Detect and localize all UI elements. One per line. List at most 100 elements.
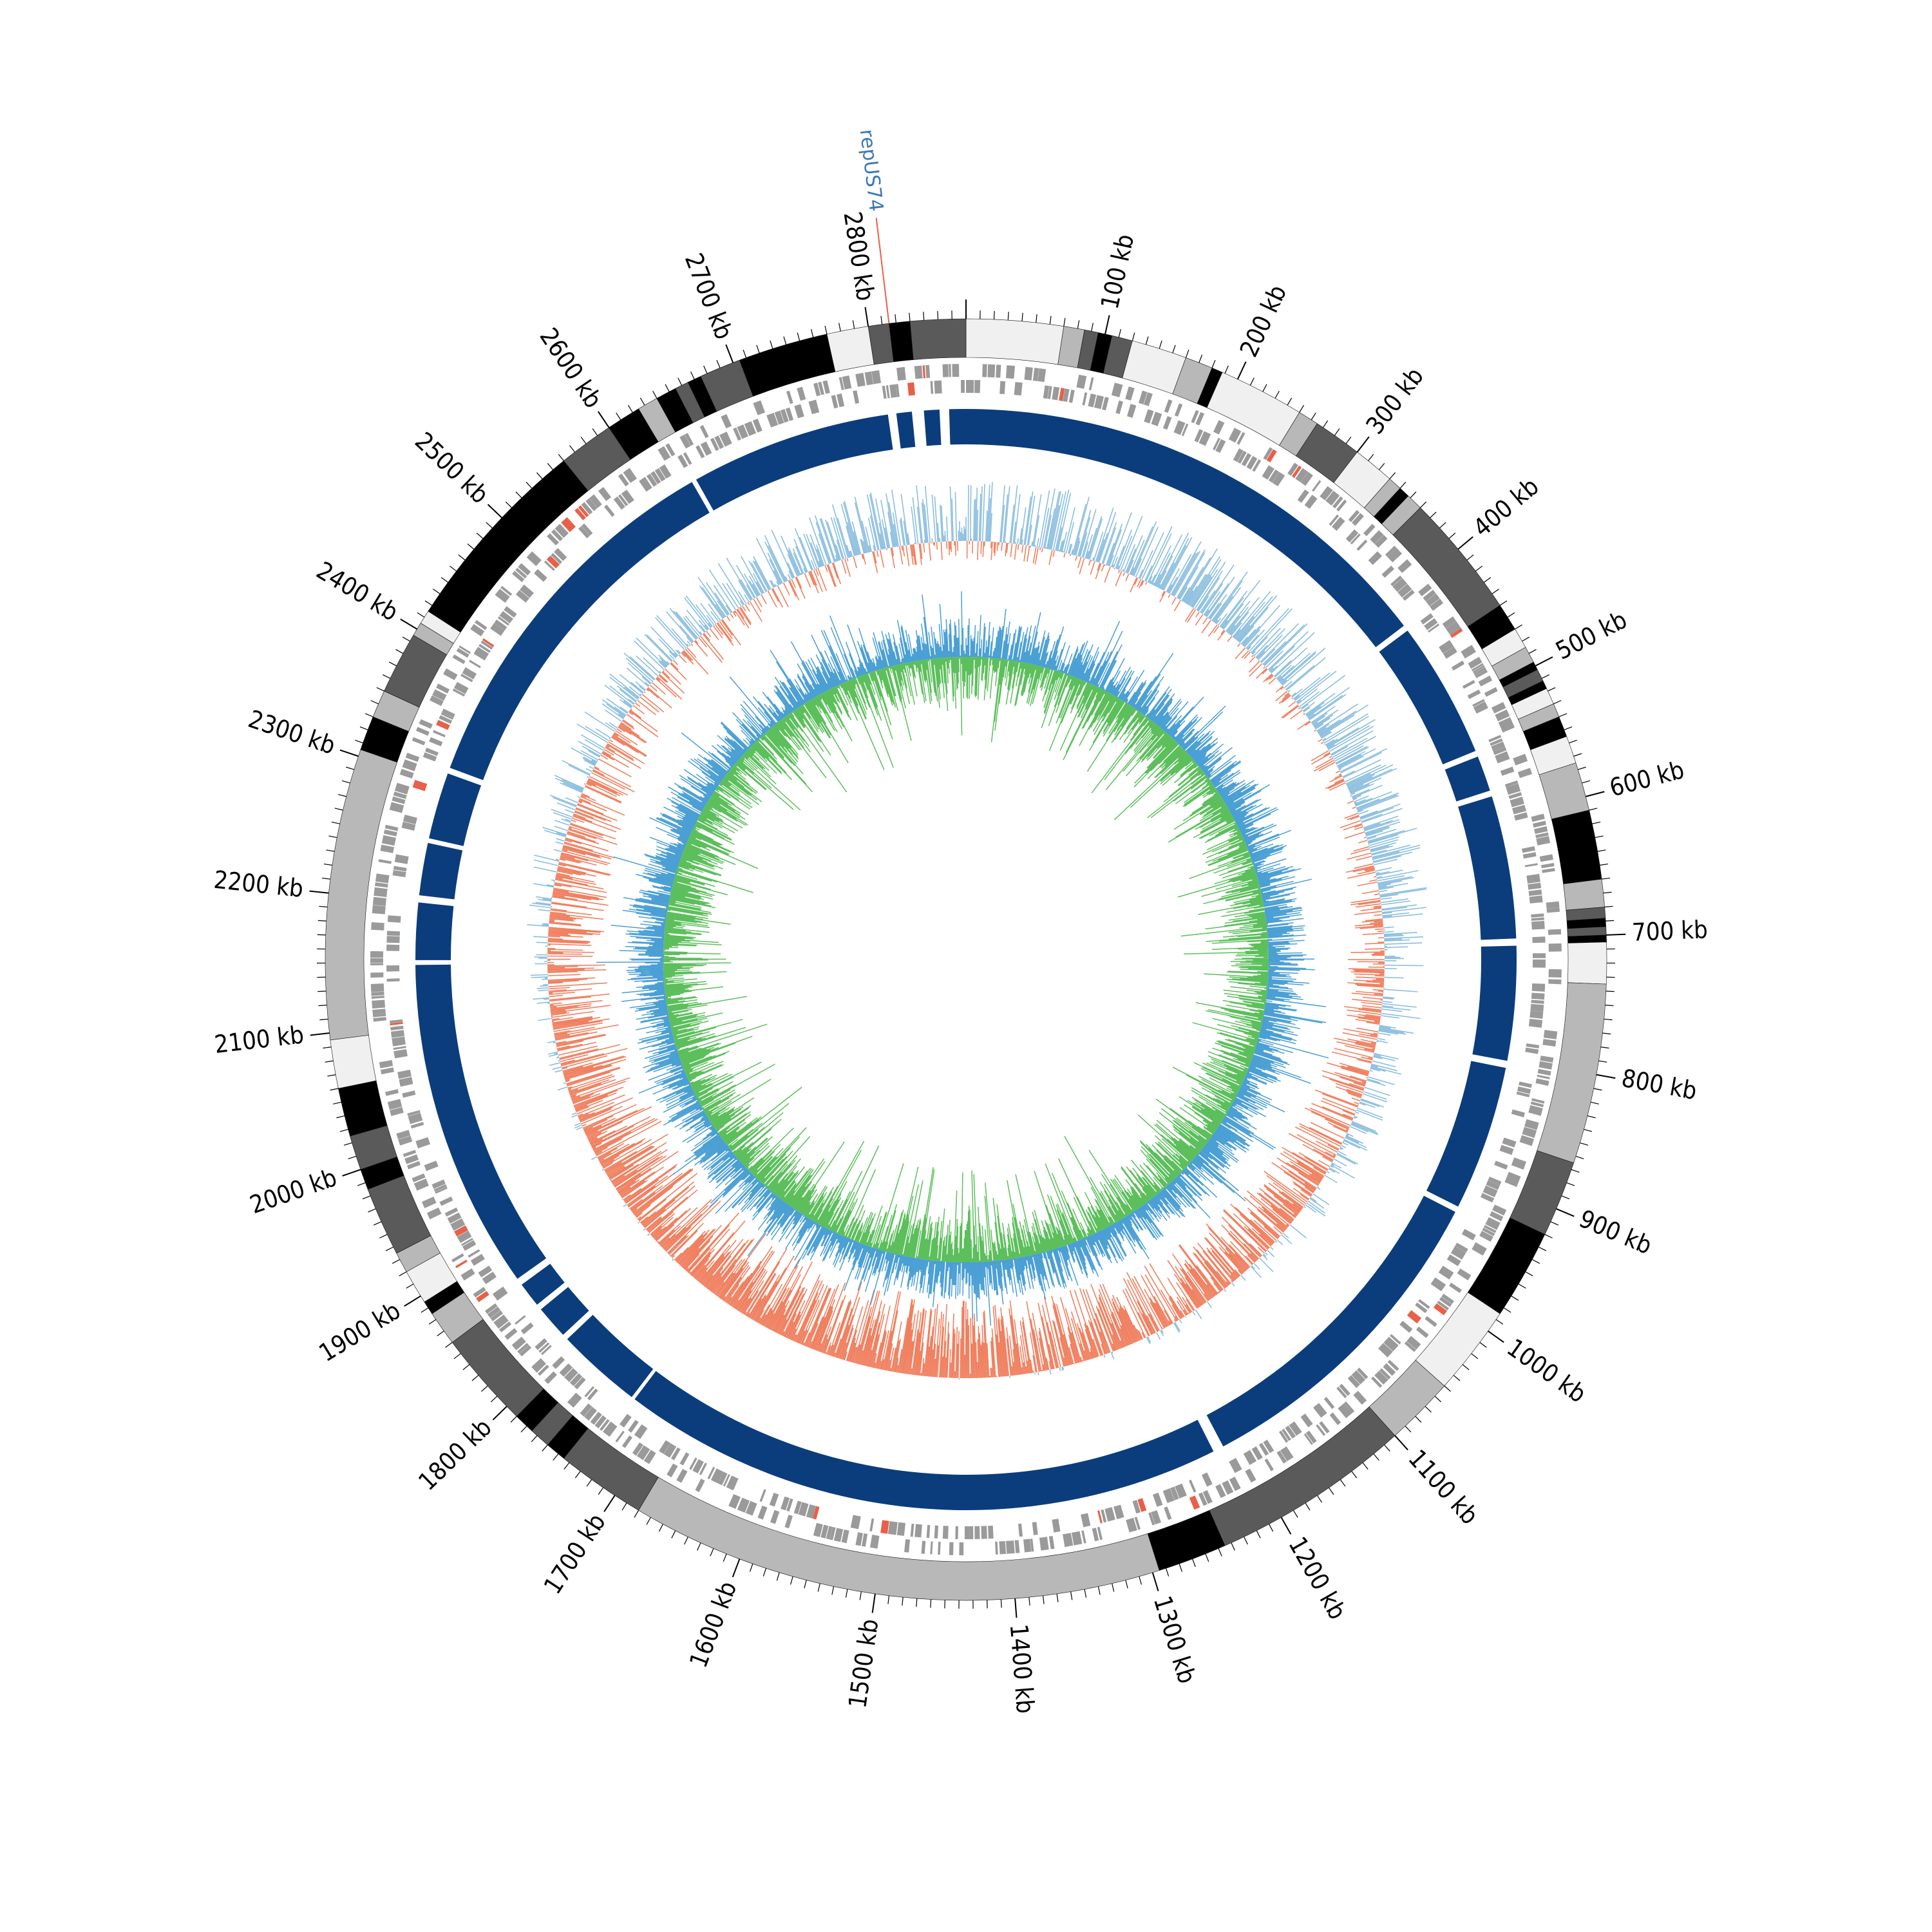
minor-tick <box>486 522 493 529</box>
minor-tick <box>1462 1364 1470 1370</box>
minor-tick <box>1007 312 1009 321</box>
major-tick <box>400 618 418 630</box>
minor-tick <box>1605 990 1615 992</box>
minor-tick <box>365 713 374 717</box>
minor-tick <box>658 1524 663 1532</box>
minor-tick <box>368 1208 376 1213</box>
minor-tick <box>783 336 787 345</box>
scale-label: 1800 kb <box>413 1413 497 1496</box>
minor-tick <box>1425 1406 1432 1413</box>
minor-tick <box>1185 350 1189 358</box>
minor-tick <box>1231 1542 1235 1551</box>
minor-tick <box>1434 1396 1442 1403</box>
minor-tick <box>376 687 384 692</box>
minor-tick <box>1118 328 1121 337</box>
minor-tick <box>627 404 633 413</box>
minor-tick <box>1587 1115 1596 1119</box>
minor-tick <box>1351 1471 1358 1479</box>
minor-tick <box>1329 1487 1334 1495</box>
minor-tick <box>690 371 695 380</box>
blast-hit-block <box>1206 1195 1455 1446</box>
minor-tick <box>697 1542 701 1551</box>
minor-tick <box>1063 317 1066 327</box>
minor-tick <box>1528 649 1537 654</box>
minor-tick <box>542 1444 548 1452</box>
major-tick <box>871 1593 876 1613</box>
minor-tick <box>1172 345 1176 354</box>
major-tick <box>1488 1331 1504 1343</box>
minor-tick <box>1077 320 1080 329</box>
scale-label: 1400 kb <box>1005 1623 1040 1714</box>
minor-tick <box>723 1553 727 1562</box>
minor-tick <box>331 821 340 824</box>
scale-label: 200 kb <box>1235 281 1293 361</box>
minor-tick <box>1042 1595 1045 1604</box>
minor-tick <box>1316 1495 1323 1503</box>
minor-tick <box>1049 316 1052 325</box>
minor-tick <box>1334 428 1340 436</box>
minor-tick <box>481 1385 488 1392</box>
minor-tick <box>1420 501 1427 508</box>
minor-tick <box>339 1129 348 1132</box>
minor-tick <box>362 1195 371 1200</box>
minor-tick <box>1592 821 1601 824</box>
minor-tick <box>449 565 457 572</box>
minor-tick <box>327 1074 336 1077</box>
major-tick <box>1535 656 1553 667</box>
minor-tick <box>1179 1564 1183 1572</box>
minor-tick <box>382 674 391 679</box>
minor-tick <box>1531 1259 1540 1264</box>
minor-tick <box>1415 1416 1422 1423</box>
minor-tick <box>1070 1591 1073 1600</box>
minor-tick <box>1479 1342 1487 1348</box>
minor-tick <box>859 1591 862 1600</box>
minor-tick <box>716 360 721 368</box>
minor-tick <box>1522 636 1530 642</box>
minor-tick <box>790 1576 793 1585</box>
minor-tick <box>1368 453 1374 461</box>
minor-tick <box>1598 1060 1607 1063</box>
minor-tick <box>553 1454 559 1461</box>
minor-tick <box>1600 863 1609 866</box>
scale-label: 1500 kb <box>843 1617 884 1710</box>
blast-hit-block <box>521 1264 565 1305</box>
minor-tick <box>880 316 883 325</box>
minor-tick <box>317 990 327 992</box>
minor-tick <box>1378 463 1385 470</box>
blast-hit-block <box>634 1370 1214 1510</box>
major-tick <box>603 1495 616 1512</box>
scale-label: 2200 kb <box>213 866 305 903</box>
contig-segment <box>1467 1217 1546 1314</box>
minor-tick <box>395 649 404 654</box>
contig-segment <box>965 318 1065 365</box>
gc-skew-positive <box>596 591 1329 1326</box>
major-tick <box>1014 1598 1018 1618</box>
scale-label: 600 kb <box>1607 755 1687 802</box>
minor-tick <box>621 1502 627 1511</box>
minor-tick <box>471 1375 479 1381</box>
minor-tick <box>1525 1271 1533 1276</box>
minor-tick <box>1218 1548 1222 1557</box>
minor-tick <box>1573 753 1582 757</box>
minor-tick <box>1600 1046 1609 1049</box>
minor-tick <box>1466 554 1474 561</box>
minor-tick <box>1139 1576 1142 1585</box>
minor-tick <box>1582 780 1591 784</box>
minor-tick <box>1538 1246 1547 1251</box>
blast-hit-block <box>923 409 942 446</box>
minor-tick <box>458 554 466 561</box>
minor-tick <box>1145 336 1149 345</box>
minor-tick <box>1084 1589 1087 1598</box>
minor-tick <box>1112 1583 1115 1592</box>
contig-segment <box>330 1035 377 1089</box>
minor-tick <box>652 390 658 399</box>
minor-tick <box>598 1487 603 1495</box>
gc-content-negative <box>547 540 1385 1379</box>
minor-tick <box>756 345 760 354</box>
minor-tick <box>710 1548 714 1557</box>
minor-tick <box>330 1088 339 1091</box>
minor-tick <box>1362 1462 1368 1470</box>
major-tick <box>732 1558 741 1578</box>
annotation-label: repUS74 <box>855 128 887 213</box>
minor-tick <box>1558 713 1567 717</box>
